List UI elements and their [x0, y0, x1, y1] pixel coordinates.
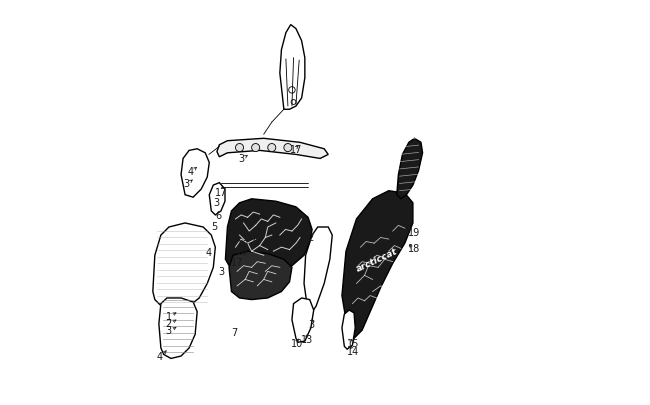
Polygon shape — [342, 191, 413, 340]
Text: 4: 4 — [206, 248, 212, 258]
Polygon shape — [304, 228, 332, 318]
Text: 10: 10 — [237, 240, 250, 250]
Polygon shape — [396, 139, 422, 199]
Text: 16: 16 — [235, 247, 248, 256]
Polygon shape — [181, 149, 209, 198]
Polygon shape — [280, 26, 305, 110]
Polygon shape — [229, 252, 292, 300]
Text: 10: 10 — [291, 338, 303, 348]
Text: 8: 8 — [239, 225, 244, 235]
Polygon shape — [342, 310, 356, 350]
Text: 18: 18 — [408, 244, 420, 254]
Circle shape — [252, 144, 260, 152]
Text: 3: 3 — [308, 319, 314, 329]
Text: 3: 3 — [213, 198, 219, 207]
Text: 11: 11 — [299, 226, 311, 237]
Text: 17: 17 — [215, 188, 227, 197]
Text: 1: 1 — [166, 311, 172, 321]
Text: 3: 3 — [239, 153, 244, 163]
Circle shape — [235, 144, 244, 152]
Text: 3: 3 — [166, 326, 172, 335]
Text: 7: 7 — [231, 327, 238, 337]
Text: arcticcat: arcticcat — [354, 246, 398, 273]
Polygon shape — [217, 139, 328, 159]
Circle shape — [291, 100, 296, 105]
Text: 3: 3 — [183, 178, 189, 188]
Circle shape — [268, 144, 276, 152]
Text: 4: 4 — [157, 351, 162, 361]
Polygon shape — [292, 298, 314, 343]
Text: 5: 5 — [211, 222, 218, 232]
Polygon shape — [209, 183, 225, 215]
Text: 12: 12 — [303, 233, 315, 243]
Text: 3: 3 — [218, 266, 224, 276]
Text: 6: 6 — [215, 210, 222, 220]
Polygon shape — [153, 224, 215, 312]
Text: 14: 14 — [347, 346, 359, 356]
Text: 15: 15 — [347, 338, 359, 348]
Circle shape — [284, 144, 292, 152]
Circle shape — [289, 87, 295, 94]
Text: 9: 9 — [252, 238, 259, 248]
Text: 4: 4 — [187, 166, 193, 176]
Text: 17: 17 — [289, 145, 302, 154]
Polygon shape — [159, 298, 197, 358]
Text: 19: 19 — [408, 228, 420, 238]
Text: 17: 17 — [231, 257, 244, 267]
Text: 13: 13 — [301, 334, 313, 344]
Polygon shape — [226, 199, 312, 278]
Text: 2: 2 — [166, 318, 172, 328]
